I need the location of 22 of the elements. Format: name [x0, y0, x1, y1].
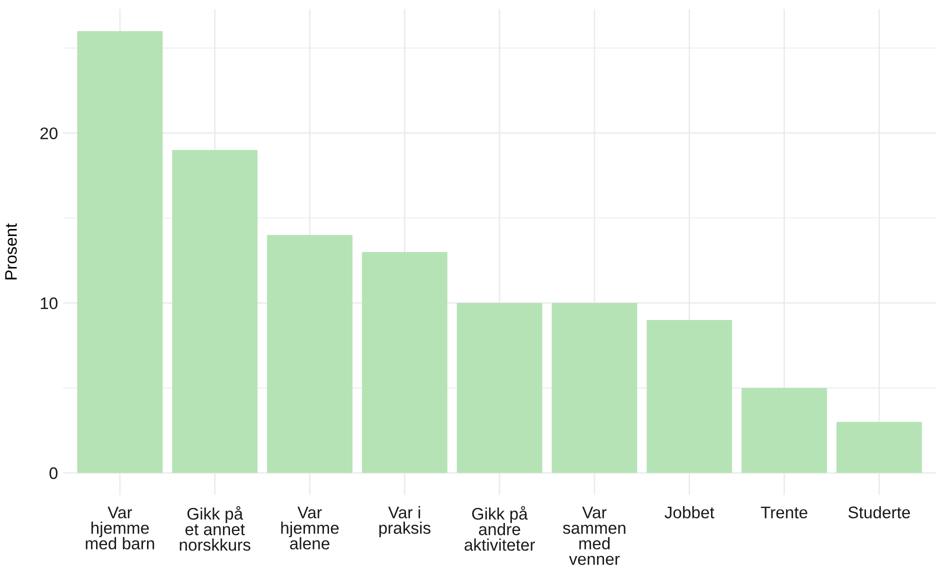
- bar: [267, 235, 352, 473]
- y-tick-label: 10: [40, 297, 58, 310]
- x-tick-label: Studerte: [848, 506, 910, 518]
- bar: [646, 320, 732, 473]
- x-tick-label: Var hjemme alene: [281, 506, 339, 550]
- bar: [742, 388, 827, 473]
- bar: [172, 150, 258, 473]
- y-tick-label: 0: [50, 467, 58, 480]
- bar: [836, 422, 922, 473]
- x-tick-label: Trente: [760, 506, 808, 518]
- bar: [77, 31, 163, 473]
- x-tick-label: Jobbet: [664, 506, 714, 518]
- bar: [362, 252, 448, 473]
- y-axis-title: Prosent: [5, 223, 17, 280]
- x-tick-label: Var hjemme med barn: [86, 506, 154, 550]
- x-tick-label: Var sammen med venner: [562, 506, 626, 565]
- bar: [552, 302, 638, 473]
- x-tick-label: Gikk på andre aktiviteter: [464, 506, 535, 551]
- x-tick-label: Var i praksis: [379, 506, 430, 538]
- y-tick-label: 20: [40, 127, 58, 140]
- bar: [456, 302, 542, 473]
- x-tick-label: Gikk på et annet norskkurs: [180, 506, 250, 551]
